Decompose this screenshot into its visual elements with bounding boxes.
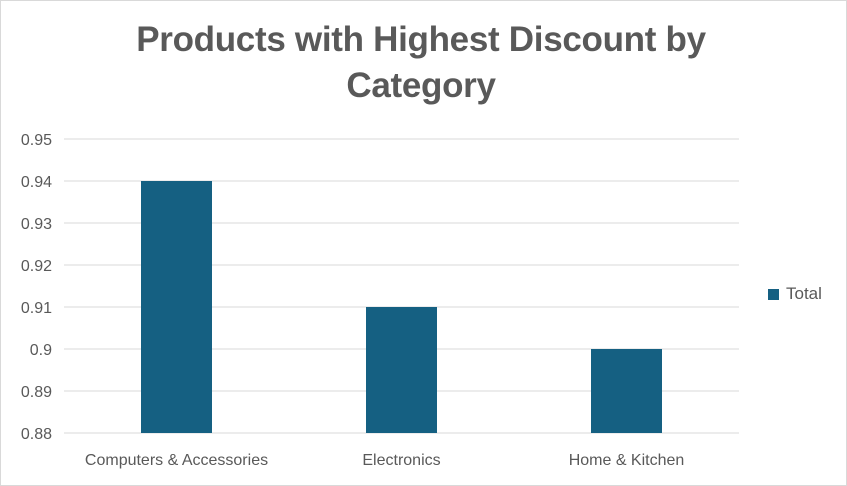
x-tick-label: Home & Kitchen: [569, 452, 685, 469]
y-tick-label: 0.88: [21, 426, 52, 443]
y-tick-label: 0.89: [21, 384, 52, 401]
legend-label-total: Total: [786, 284, 822, 303]
x-tick-label: Computers & Accessories: [85, 452, 268, 469]
y-tick-label: 0.95: [21, 132, 52, 149]
bar: [591, 349, 662, 433]
bar: [141, 181, 212, 433]
legend: Total: [768, 284, 822, 304]
chart-title: Products with Highest Discount by Catego…: [136, 20, 706, 105]
y-tick-label: 0.92: [21, 258, 52, 275]
bars: [141, 181, 662, 433]
y-tick-label: 0.93: [21, 216, 52, 233]
y-tick-label: 0.91: [21, 300, 52, 317]
bar: [366, 307, 437, 433]
y-axis-tick-labels: 0.88 0.89 0.9 0.91 0.92 0.93 0.94 0.95: [21, 132, 52, 443]
y-tick-label: 0.94: [21, 174, 52, 191]
y-tick-label: 0.9: [30, 342, 52, 359]
legend-swatch-total: [768, 288, 779, 300]
x-tick-label: Electronics: [362, 452, 440, 469]
x-axis-tick-labels: Computers & Accessories Electronics Home &…: [85, 452, 684, 469]
